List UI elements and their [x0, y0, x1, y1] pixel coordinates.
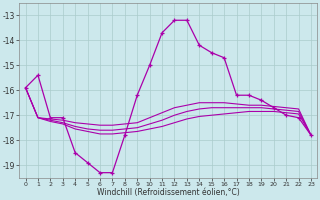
X-axis label: Windchill (Refroidissement éolien,°C): Windchill (Refroidissement éolien,°C)	[97, 188, 240, 197]
